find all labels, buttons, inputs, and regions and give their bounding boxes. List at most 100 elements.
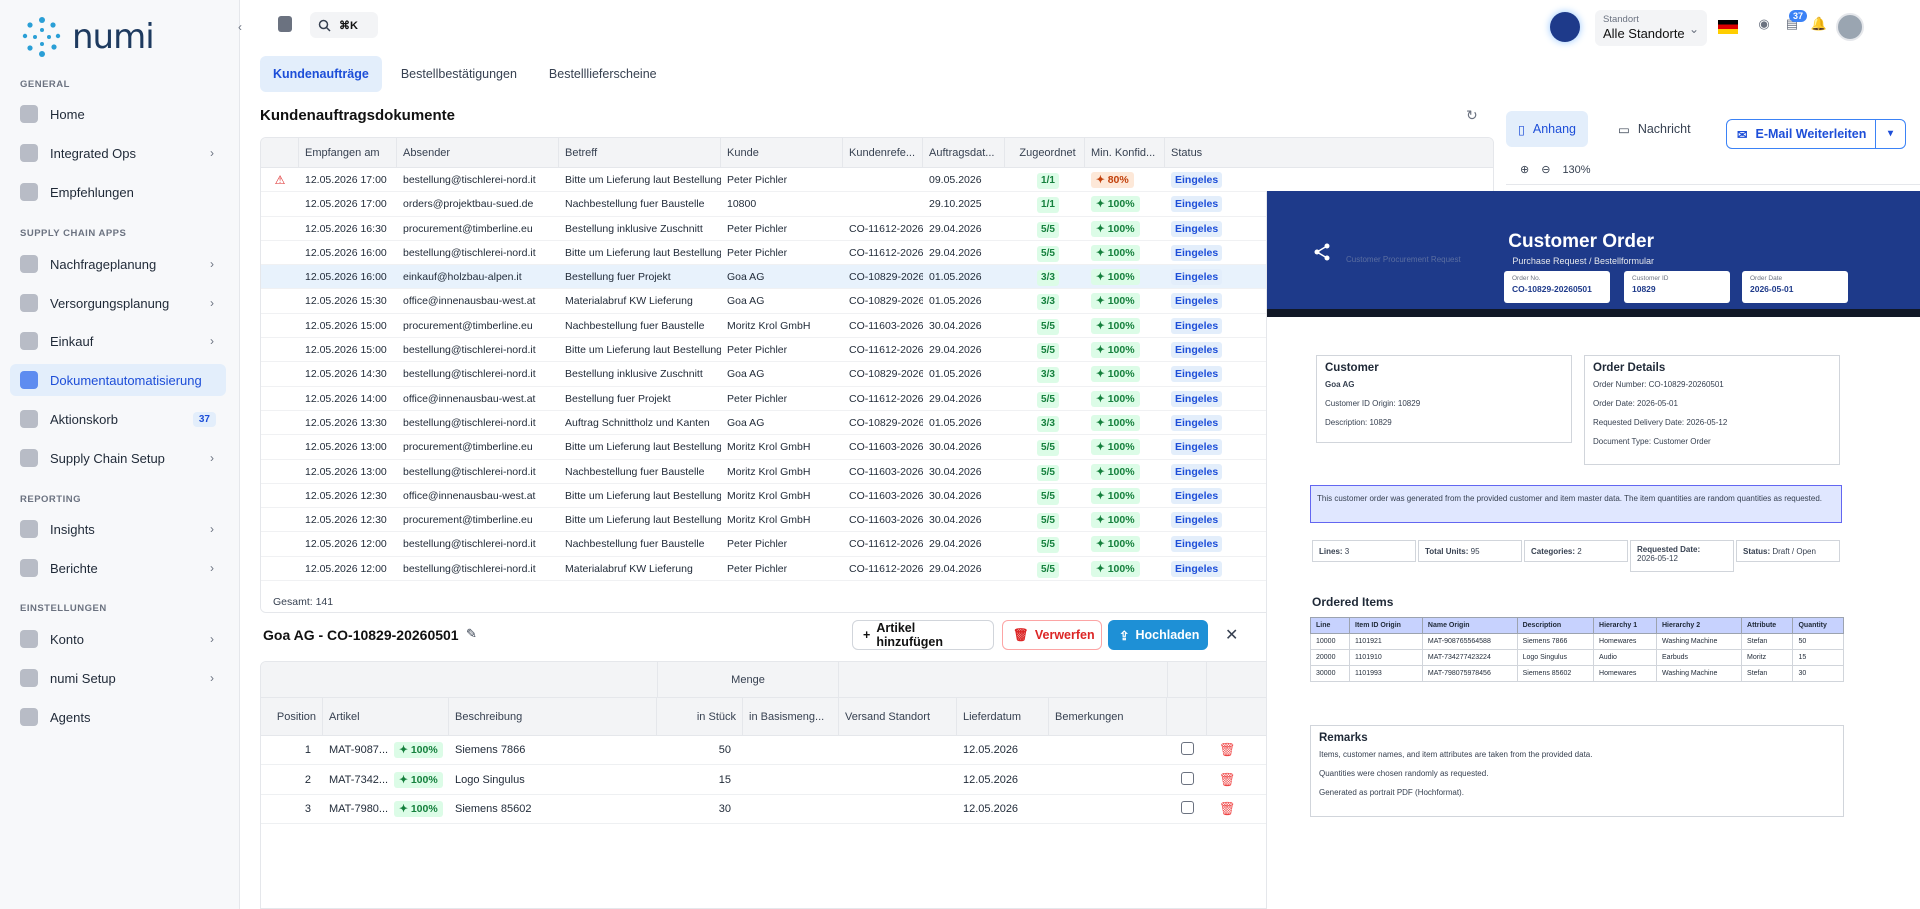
sidebar-item-dokumentautomatisierung[interactable]: Dokumentautomatisierung	[10, 364, 226, 396]
edit-pencil-icon[interactable]: ✎	[466, 626, 477, 641]
cell-status: Eingeles	[1165, 192, 1235, 215]
col-in-basismenge[interactable]: in Basismeng...	[743, 698, 839, 735]
col-betreff[interactable]: Betreff	[559, 138, 721, 167]
tab-bestellbestaetigungen[interactable]: Bestellbestätigungen	[400, 67, 517, 81]
col-in-stueck[interactable]: in Stück	[657, 698, 743, 735]
tab-kundenauftraege[interactable]: Kundenaufträge	[260, 56, 382, 92]
refresh-icon[interactable]: ↻	[1466, 107, 1478, 123]
zoom-out-icon[interactable]: ⊖	[1541, 164, 1551, 176]
sidebar-item-numi-setup[interactable]: numi Setup ›	[10, 662, 226, 694]
table-row[interactable]: 12.05.2026 13:00 bestellung@tischlerei-no…	[261, 460, 1493, 484]
sidebar-item-aktionskorb[interactable]: Aktionskorb 37	[10, 403, 226, 435]
table-row[interactable]: 12.05.2026 14:00 office@innenausbau-west.…	[261, 387, 1493, 411]
cell-description[interactable]: Logo Singulus	[455, 773, 525, 786]
col-zugeordnet[interactable]: Zugeordnet	[1005, 138, 1085, 167]
cell-subject: Nachbestellung fuer Baustelle	[565, 198, 705, 211]
search-button[interactable]: ⌘K	[310, 12, 378, 38]
col-kundenreferenz[interactable]: Kundenrefe...	[843, 138, 923, 167]
table-row[interactable]: 12.05.2026 12:00 bestellung@tischlerei-no…	[261, 557, 1493, 582]
tab-nachricht[interactable]: ▭ Nachricht	[1618, 122, 1691, 137]
table-row[interactable]: 12.05.2026 16:30 procurement@timberline.e…	[261, 217, 1493, 241]
col-kunde[interactable]: Kunde	[721, 138, 843, 167]
table-row[interactable]: 12.05.2026 15:00 bestellung@tischlerei-no…	[261, 338, 1493, 363]
col-bemerkungen[interactable]: Bemerkungen	[1049, 698, 1167, 735]
cell-delivery-date[interactable]: 12.05.2026	[963, 803, 1019, 815]
col-versand-standort[interactable]: Versand Standort	[839, 698, 957, 735]
cell-description[interactable]: Siemens 7866	[455, 744, 526, 756]
table-row[interactable]: 12.05.2026 15:30 office@innenausbau-west.…	[261, 289, 1493, 314]
dropdown-icon[interactable]: ▾	[1875, 120, 1905, 148]
table-row[interactable]: ⚠ 12.05.2026 17:00 bestellung@tischlerei-n…	[261, 168, 1493, 193]
order-line-row[interactable]: 2 MAT-7342... ✦ 100% Logo Singulus 15 12.05.2…	[261, 766, 1493, 795]
assistant-avatar-icon[interactable]	[1550, 12, 1580, 42]
tab-bestelllieferscheine[interactable]: Bestelllieferscheine	[548, 67, 657, 81]
zoom-in-icon[interactable]: ⊕	[1520, 164, 1530, 176]
cell-quantity[interactable]: 15	[718, 773, 731, 786]
cell-date: 12.05.2026 15:00	[305, 344, 387, 357]
sidebar-item-agents[interactable]: Agents	[10, 701, 226, 733]
col-konfidenz[interactable]: Min. Konfid...	[1085, 138, 1165, 167]
table-row[interactable]: 12.05.2026 16:00 einkauf@holzbau-alpen.it…	[261, 265, 1493, 290]
col-position[interactable]: Position	[261, 698, 323, 735]
col-empfangen[interactable]: Empfangen am	[299, 138, 397, 167]
table-row[interactable]: 12.05.2026 13:00 procurement@timberline.e…	[261, 435, 1493, 460]
col-auftragsdatum[interactable]: Auftragsdat...	[923, 138, 1005, 167]
tab-anhang[interactable]: ▯ Anhang	[1506, 111, 1588, 147]
col-status[interactable]: Status	[1171, 147, 1203, 159]
cell-quantity[interactable]: 50	[718, 744, 731, 756]
col-absender[interactable]: Absender	[397, 138, 559, 167]
sidebar-item-insights[interactable]: Insights ›	[10, 513, 226, 545]
sidebar-item-integrated-ops[interactable]: Integrated Ops ›	[10, 137, 226, 169]
collapse-sidebar-icon[interactable]: ‹	[238, 20, 242, 34]
cell-delivery-date[interactable]: 12.05.2026	[963, 773, 1019, 786]
german-flag-icon[interactable]	[1718, 20, 1738, 34]
sidebar-item-berichte[interactable]: Berichte ›	[10, 552, 226, 584]
sidebar-item-versorgungsplanung[interactable]: Versorgungsplanung ›	[10, 287, 226, 319]
table-row[interactable]: 12.05.2026 12:30 office@innenausbau-west.…	[261, 484, 1493, 509]
bookmark-icon[interactable]	[278, 16, 292, 32]
bell-icon[interactable]: 🔔	[1810, 16, 1828, 31]
upload-button[interactable]: ⇪ Hochladen	[1108, 620, 1208, 650]
order-line-row[interactable]: 1 MAT-9087... ✦ 100% Siemens 7866 50 12.05.20…	[261, 736, 1493, 765]
close-icon[interactable]: ✕	[1225, 627, 1239, 644]
add-article-button[interactable]: + Artikel hinzufügen	[852, 620, 994, 650]
delete-row-icon[interactable]: 🗑	[1218, 742, 1236, 757]
order-line-row[interactable]: 3 MAT-7980... ✦ 100% Siemens 85602 30 12.05.2…	[261, 795, 1493, 824]
cell-article[interactable]: MAT-7980... ✦ 100%	[323, 801, 449, 817]
standort-select[interactable]: Standort Alle Standorte ⌄	[1595, 10, 1707, 46]
sidebar-item-nachfrageplanung[interactable]: Nachfrageplanung ›	[10, 248, 226, 280]
row-checkbox[interactable]	[1180, 771, 1194, 785]
cell-customer: Moritz Krol GmbH	[727, 489, 811, 502]
delete-row-icon[interactable]: 🗑	[1218, 771, 1236, 787]
zoom-level[interactable]: 130%	[1562, 163, 1591, 176]
row-checkbox[interactable]	[1180, 801, 1194, 814]
user-avatar[interactable]	[1836, 13, 1864, 41]
table-row[interactable]: 12.05.2026 16:00 bestellung@tischlerei-no…	[261, 241, 1493, 266]
table-row[interactable]: 12.05.2026 12:30 procurement@timberline.e…	[261, 508, 1493, 533]
sidebar-item-empfehlungen[interactable]: Empfehlungen	[10, 176, 226, 208]
cell-date: 12.05.2026 12:30	[305, 514, 387, 527]
col-lieferdatum[interactable]: Lieferdatum	[957, 698, 1049, 735]
table-row[interactable]: 12.05.2026 15:00 procurement@timberline.e…	[261, 314, 1493, 339]
sidebar-item-einkauf[interactable]: Einkauf ›	[10, 325, 226, 357]
cell-quantity[interactable]: 30	[718, 803, 731, 815]
cell-article[interactable]: MAT-7342... ✦ 100%	[323, 771, 449, 788]
email-forward-button[interactable]: ✉ E-Mail Weiterleiten ▾	[1726, 119, 1906, 149]
row-checkbox[interactable]	[1180, 742, 1194, 755]
col-beschreibung[interactable]: Beschreibung	[449, 698, 657, 735]
table-row[interactable]: 12.05.2026 13:30 bestellung@tischlerei-no…	[261, 411, 1493, 436]
table-row[interactable]: 12.05.2026 14:30 bestellung@tischlerei-no…	[261, 362, 1493, 387]
sidebar-item-supply-chain-setup[interactable]: Supply Chain Setup ›	[10, 442, 226, 474]
numi-logo[interactable]: numi	[20, 16, 155, 58]
eye-icon[interactable]: ◉	[1758, 16, 1770, 31]
sidebar-item-konto[interactable]: Konto ›	[10, 623, 226, 655]
sidebar-item-home[interactable]: Home	[10, 98, 226, 130]
discard-button[interactable]: 🗑 Verwerfen	[1002, 620, 1102, 650]
cell-article[interactable]: MAT-9087... ✦ 100%	[323, 742, 449, 758]
delete-row-icon[interactable]: 🗑	[1218, 801, 1236, 816]
col-artikel[interactable]: Artikel	[323, 698, 449, 735]
cell-delivery-date[interactable]: 12.05.2026	[963, 744, 1019, 756]
table-row[interactable]: 12.05.2026 12:00 bestellung@tischlerei-no…	[261, 532, 1493, 557]
table-row[interactable]: 12.05.2026 17:00 orders@projektbau-sued.d…	[261, 192, 1493, 217]
cell-description[interactable]: Siemens 85602	[455, 803, 532, 815]
